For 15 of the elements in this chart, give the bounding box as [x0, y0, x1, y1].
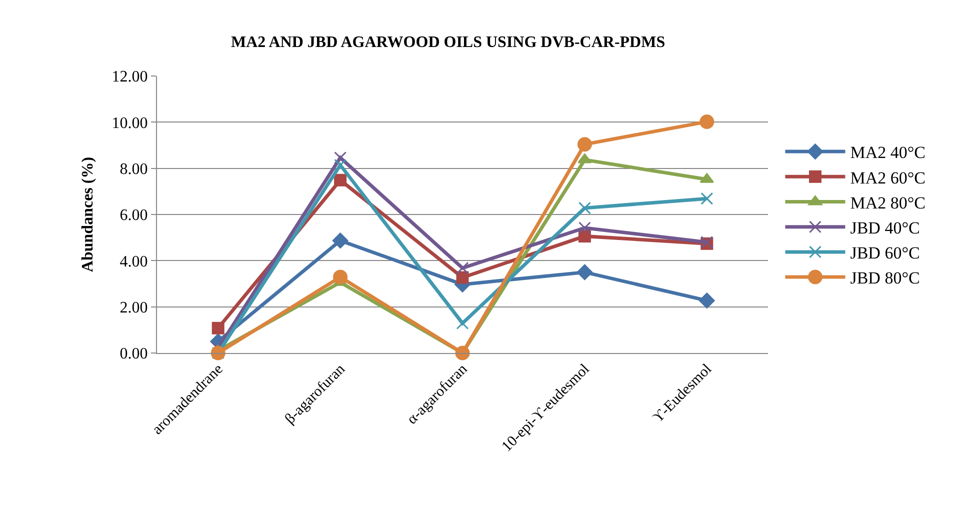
y-tick-label: 2.00: [120, 299, 148, 316]
legend-label: MA2 40°C: [850, 143, 926, 162]
y-tick-label: 4.00: [120, 253, 148, 270]
legend-label: JBD 80°C: [850, 268, 920, 288]
legend-label: MA2 60°C: [850, 168, 926, 188]
legend-label: JBD 40°C: [850, 218, 920, 238]
y-tick-label: 12.00: [112, 68, 148, 86]
chart-title: MA2 AND JBD AGARWOOD OILS USING DVB-CAR-PDMS: [230, 34, 666, 52]
y-tick-label: 8.00: [120, 160, 148, 178]
legend-label: MA2 80°C: [850, 193, 926, 212]
y-tick-label: 0.00: [120, 346, 148, 363]
y-axis-title: Abundances (%): [80, 156, 97, 272]
y-tick-label: 6.00: [120, 207, 148, 224]
legend-label: JBD 60°C: [850, 244, 920, 263]
y-tick-label: 10.00: [112, 114, 148, 132]
